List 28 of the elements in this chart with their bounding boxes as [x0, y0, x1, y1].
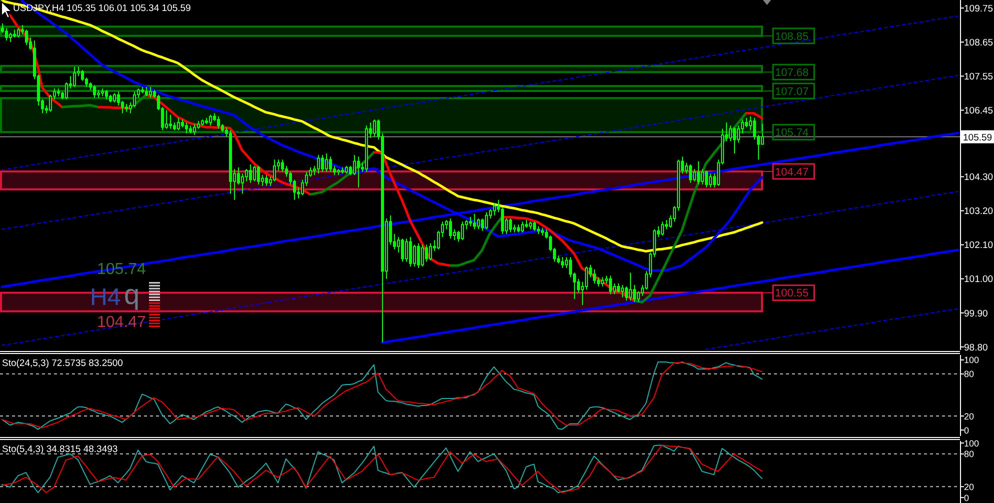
- y-tick-label: 102.10: [964, 240, 994, 252]
- y-tick-label: 0: [964, 425, 970, 436]
- y-tick-label: 108.65: [964, 38, 994, 49]
- y-tick-label: 80: [964, 449, 974, 460]
- y-tick-label: 103.20: [964, 206, 994, 218]
- band-label: 104.47: [775, 166, 809, 178]
- band-label: 100.55: [775, 288, 809, 300]
- y-tick-label: 20: [964, 482, 974, 492]
- y-tick-label: 107.55: [964, 72, 994, 83]
- y-tick-label: 104.30: [964, 172, 994, 184]
- y-tick-label: 20: [964, 411, 974, 422]
- y-tick-label: 101.00: [964, 274, 994, 286]
- y-tick-label: 99.90: [964, 308, 988, 320]
- chart-title: Sto(5,4,3) 34.8315 48.3493: [2, 444, 118, 455]
- chart-title: Sto(24,5,3) 72.5735 83.2500: [2, 358, 123, 369]
- y-tick-label: 109.75: [964, 3, 994, 14]
- annotation: 104.47: [97, 314, 146, 331]
- y-tick-label: 0: [964, 492, 970, 503]
- y-tick-label: 80: [964, 369, 974, 380]
- band-label: 107.07: [775, 86, 809, 98]
- band-label: 105.74: [775, 127, 809, 140]
- band-label: 108.85: [775, 30, 809, 43]
- y-tick-label: 106.45: [964, 106, 994, 117]
- y-tick-label: 100: [964, 355, 980, 366]
- ref-line-label: 105.59: [963, 132, 992, 144]
- y-tick-label: 100: [964, 438, 980, 448]
- band-label: 107.68: [775, 67, 809, 80]
- y-tick-label: 98.80: [964, 342, 988, 354]
